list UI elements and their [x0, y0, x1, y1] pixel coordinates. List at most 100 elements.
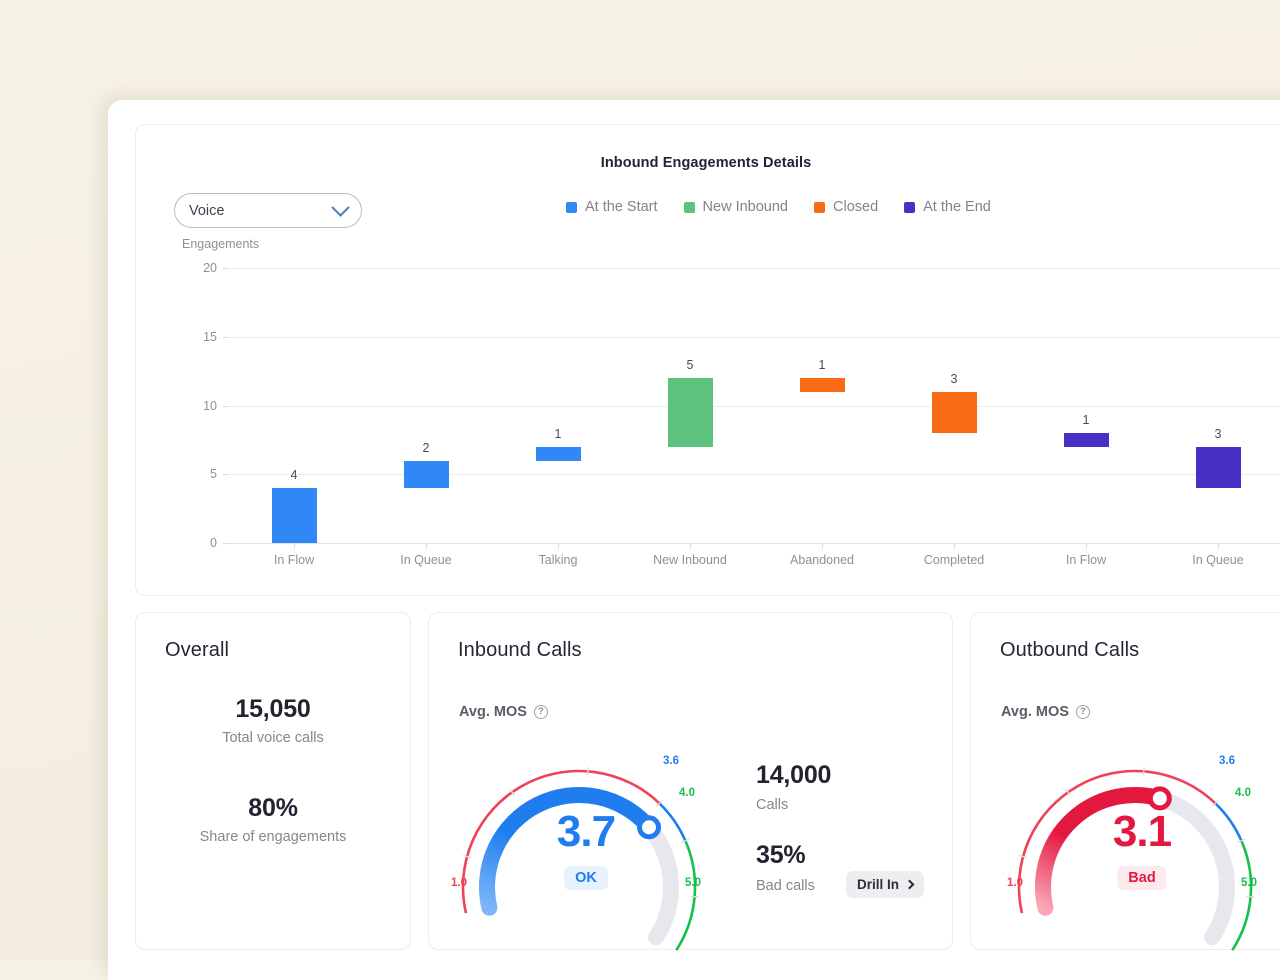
x-tick-mark: [690, 543, 691, 549]
avg-mos-text: Avg. MOS: [1001, 704, 1069, 720]
gauge-value-text: 3.7: [556, 807, 616, 856]
bar-value-label: 2: [422, 440, 430, 455]
chart-bar[interactable]: 1: [799, 358, 845, 392]
overall-metric-1-label: Share of engagements: [199, 829, 347, 845]
gauge-tick: [1142, 767, 1145, 776]
grid-line: [228, 543, 1280, 544]
y-tick-mark: [223, 268, 228, 269]
x-axis-tick-label: Completed: [923, 553, 985, 567]
x-axis-tick-label: Abandoned: [790, 553, 854, 567]
x-tick-mark: [294, 543, 295, 549]
legend-swatch-icon: [566, 201, 577, 213]
y-axis-title: Engagements: [182, 237, 260, 251]
gauge-knob[interactable]: [1147, 786, 1172, 811]
outbound-calls-card: Outbound Calls Avg. MOS ? 3.1 Bad 1.0 3.6 4.…: [970, 612, 1280, 951]
avg-mos-label-inbound: Avg. MOS ?: [459, 704, 548, 720]
gauge-scale-min: 1.0: [451, 877, 467, 889]
chart-legend: At the Start New Inbound Closed At the End: [566, 199, 991, 215]
grid-line: [228, 268, 1280, 269]
bar-value-label: 5: [686, 358, 694, 372]
gauge-tick: [509, 788, 516, 796]
gauge-scale-mid-low: 3.6: [1219, 755, 1235, 767]
inbound-calls-card: Inbound Calls Avg. MOS ? 3.7 OK 1.0 3.6 4.0 5…: [428, 612, 953, 951]
legend-swatch-icon: [683, 201, 695, 213]
gauge-status-badge: Bad: [1117, 866, 1167, 890]
bar-value-label: 4: [290, 468, 298, 482]
grid-line: [228, 405, 1280, 407]
gauge-tick: [690, 895, 699, 898]
y-axis-tick-label: 0: [210, 536, 217, 550]
gauge-band-high: [675, 840, 697, 951]
legend-item-new-inbound[interactable]: New Inbound: [683, 199, 788, 215]
inbound-mos-gauge: 3.7 OK 1.0 3.6 4.0 5.0: [451, 735, 721, 951]
question-circle-icon[interactable]: ?: [533, 705, 548, 719]
y-tick-mark: [223, 405, 228, 407]
gauge-knob[interactable]: [637, 815, 662, 840]
x-tick-mark: [426, 543, 427, 549]
overall-metric-0-label: Total voice calls: [222, 730, 324, 746]
gauge-scale-mid-low: 3.6: [663, 755, 679, 767]
chart-bar[interactable]: 1: [1063, 413, 1109, 447]
gauge-band-high: [1231, 840, 1253, 951]
y-axis-tick-label: 20: [203, 261, 217, 275]
legend-swatch-icon: [904, 201, 916, 213]
gauge-scale-mid-high: 4.0: [679, 787, 695, 799]
x-axis-tick-label: In Flow: [1065, 553, 1107, 567]
y-tick-mark: [223, 474, 228, 476]
gauge-tick: [1246, 895, 1255, 898]
chevron-down-icon: [331, 198, 350, 217]
gauge-band-low: [461, 769, 661, 914]
x-tick-mark: [822, 543, 823, 549]
gauge-scale-max: 5.0: [685, 877, 701, 889]
y-axis-tick-label: 5: [210, 467, 217, 482]
legend-label: At the End: [923, 199, 991, 215]
x-axis-tick-label: In Queue: [400, 553, 452, 567]
x-tick-mark: [954, 543, 955, 549]
chart-title: Inbound Engagements Details: [600, 155, 812, 171]
legend-item-at-the-start[interactable]: At the Start: [566, 199, 658, 215]
legend-label: New Inbound: [702, 199, 788, 215]
chevron-right-icon: [904, 879, 915, 890]
y-axis-tick-label: 15: [203, 329, 217, 344]
gauge-value-arc: [479, 787, 658, 916]
gauge-band-mid: [658, 802, 687, 842]
avg-mos-text: Avg. MOS: [459, 704, 527, 720]
gauge-svg: [1017, 767, 1255, 951]
question-circle-icon[interactable]: ?: [1075, 705, 1090, 719]
legend-item-closed[interactable]: Closed: [814, 199, 878, 215]
legend-item-at-the-end[interactable]: At the End: [904, 199, 991, 215]
gauge-scale-max: 5.0: [1241, 877, 1257, 889]
avg-mos-label-outbound: Avg. MOS ?: [1001, 704, 1090, 720]
overall-metric-0-value: 15,050: [235, 695, 311, 723]
gauge-value-text: 3.1: [1112, 807, 1172, 856]
card-title-inbound: Inbound Calls: [458, 639, 582, 661]
chart-bar[interactable]: 3: [1195, 427, 1241, 488]
inbound-stat-0-value: 14,000: [756, 761, 832, 789]
y-tick-mark: [223, 336, 228, 338]
gauge-svg: [461, 767, 699, 951]
gauge-value-arc: [1035, 787, 1168, 916]
chart-bar[interactable]: 2: [403, 441, 449, 488]
chart-bar[interactable]: 3: [931, 372, 977, 433]
gauge-tick: [1237, 838, 1246, 843]
x-axis-tick-label: New Inbound: [653, 553, 727, 567]
inbound-stat-0-label: Calls: [756, 797, 789, 813]
legend-label: At the Start: [585, 199, 658, 215]
inbound-stat-1-value: 35%: [756, 841, 806, 869]
gauge-tick: [1065, 788, 1072, 796]
channel-select[interactable]: Voice: [174, 193, 362, 228]
chart-bar[interactable]: 4: [271, 468, 317, 543]
gauge-scale-mid-high: 4.0: [1235, 787, 1251, 799]
chart-bar[interactable]: 5: [667, 358, 713, 447]
inbound-engagements-chart-card: Inbound Engagements Details Voice At the…: [135, 124, 1280, 596]
outbound-mos-gauge: 3.1 Bad 1.0 3.6 4.0 5.0: [1007, 735, 1277, 951]
inbound-stat-1-label: Bad calls: [756, 878, 815, 894]
x-axis-tick-label: In Flow: [273, 553, 315, 567]
gauge-status-badge: OK: [564, 866, 608, 890]
legend-swatch-icon: [814, 201, 825, 213]
chart-bar[interactable]: 1: [535, 427, 581, 461]
grid-line: [228, 474, 1280, 476]
drill-in-button[interactable]: Drill In: [846, 871, 925, 898]
x-tick-mark: [558, 543, 559, 549]
overall-card: Overall 15,050 Total voice calls 80% Sha…: [135, 612, 411, 950]
